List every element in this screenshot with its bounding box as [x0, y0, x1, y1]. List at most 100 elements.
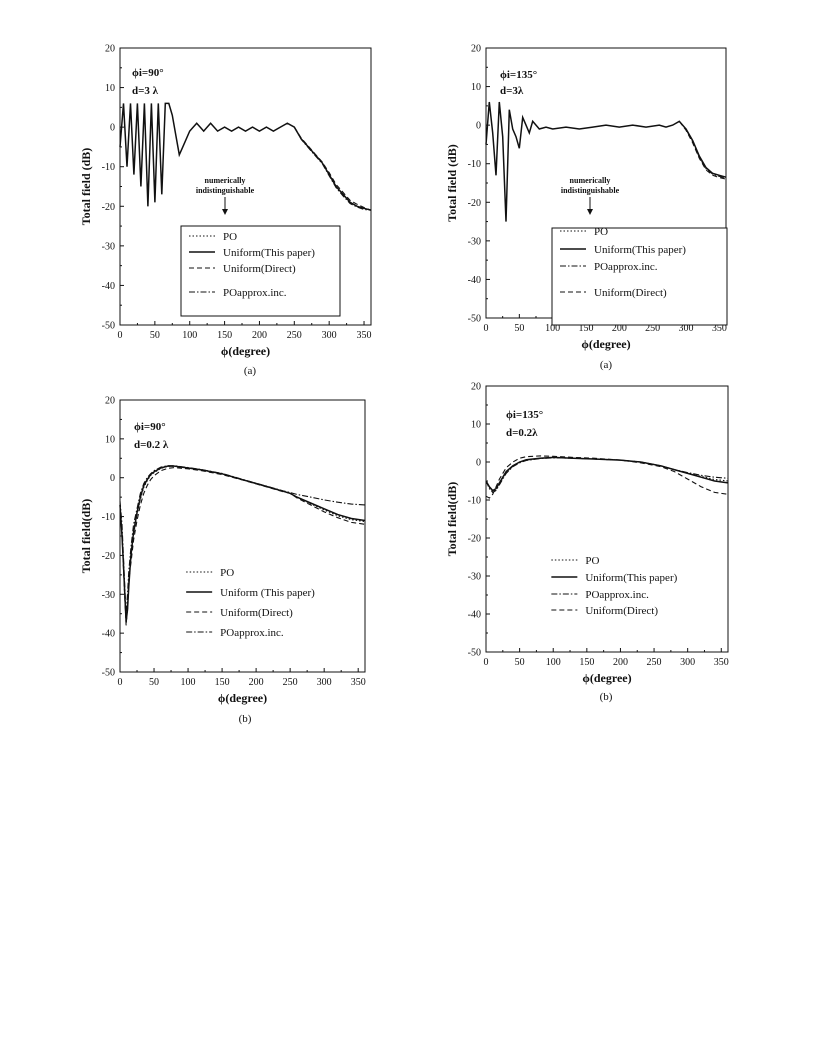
- x-tick-label: 300: [679, 323, 694, 334]
- x-tick-label: 250: [647, 657, 662, 668]
- series-line-dashdot: [293, 126, 372, 211]
- y-tick-label: -30: [468, 236, 481, 247]
- y-tick-label: 10: [471, 82, 481, 93]
- y-tick-label: 0: [110, 123, 115, 134]
- parameter-annotation: ϕi=90°: [132, 67, 164, 79]
- y-tick-label: 10: [471, 420, 481, 431]
- figure-caption: (b): [239, 713, 252, 725]
- y-axis-label: Total field (dB): [445, 144, 459, 222]
- x-tick-label: 350: [357, 330, 372, 341]
- x-tick-label: 0: [484, 323, 489, 334]
- y-tick-label: 20: [105, 44, 115, 55]
- x-tick-label: 150: [579, 323, 594, 334]
- legend-label: Uniform(Direct): [585, 605, 658, 617]
- chart-panel-a-right: 0 50 100 150 200 250 300 350 20 10 0 -10 -20 -30 -40 -5…: [440, 38, 740, 378]
- legend-label: Uniform(Direct): [220, 607, 293, 619]
- y-tick-label: -50: [468, 314, 481, 325]
- x-tick-label: 150: [579, 657, 594, 668]
- x-axis-label: ϕ(degree): [581, 337, 630, 351]
- x-axis-label: ϕ(degree): [218, 691, 267, 705]
- note-text: numerically: [570, 176, 611, 185]
- x-tick-label: 200: [613, 657, 628, 668]
- x-axis-label: ϕ(degree): [582, 671, 631, 685]
- note-text: indistinguishable: [196, 186, 255, 195]
- x-tick-label: 250: [645, 323, 660, 334]
- legend-label: Uniform(This paper): [223, 247, 315, 259]
- series-line-dashed: [485, 455, 729, 499]
- series-line-solid: [485, 456, 729, 492]
- x-tick-label: 200: [612, 323, 627, 334]
- y-tick-label: -10: [468, 159, 481, 170]
- y-axis-label: Total field(dB): [445, 482, 459, 557]
- y-tick-label: -40: [468, 610, 481, 621]
- parameter-annotation: ϕi=135°: [500, 69, 537, 81]
- parameter-annotation: d=0.2λ: [506, 427, 538, 439]
- x-tick-label: 50: [515, 657, 525, 668]
- series-line-solid: [485, 101, 727, 222]
- chart-svg: 0 50 100 150 200 250 300 35020100-10-20-30-40-5…: [79, 44, 372, 378]
- x-tick-label: 350: [351, 677, 366, 688]
- legend-label: PO: [223, 231, 237, 243]
- x-tick-label: 150: [217, 330, 232, 341]
- legend-label: POapprox.inc.: [585, 589, 649, 601]
- legend-box: [551, 227, 728, 326]
- y-tick-label: -40: [102, 281, 115, 292]
- y-tick-label: -10: [468, 496, 481, 507]
- y-tick-label: -20: [468, 198, 481, 209]
- y-tick-label: -40: [468, 275, 481, 286]
- x-tick-label: 250: [287, 330, 302, 341]
- y-tick-label: -50: [102, 668, 115, 679]
- y-tick-label: 10: [105, 83, 115, 94]
- x-tick-label: 100: [182, 330, 197, 341]
- y-tick-label: -50: [102, 321, 115, 332]
- series-line-dashdot: [119, 465, 366, 614]
- legend-label: PO: [220, 567, 234, 579]
- y-tick-label: 10: [105, 434, 115, 445]
- legend-label: Uniform(This paper): [585, 572, 677, 584]
- y-tick-label: -20: [102, 551, 115, 562]
- x-axis-label: ϕ(degree): [221, 344, 270, 358]
- y-tick-label: -30: [102, 590, 115, 601]
- legend-label: PO: [594, 226, 608, 238]
- parameter-annotation: ϕi=135°: [506, 409, 543, 421]
- series-line-dashed: [293, 126, 372, 211]
- y-tick-label: -30: [468, 572, 481, 583]
- series-line-dashdot: [678, 120, 727, 179]
- legend-label: Uniform (This paper): [220, 587, 315, 599]
- parameter-annotation: ϕi=90°: [134, 421, 166, 433]
- x-tick-label: 100: [546, 657, 561, 668]
- x-tick-label: 50: [150, 330, 160, 341]
- chart-panel-b-right: 0 50 100 150 200 250 300 350 20 10 0 -10 -20 -30 -40 -5…: [440, 378, 740, 708]
- x-tick-label: 50: [149, 677, 159, 688]
- parameter-annotation: d=0.2 λ: [134, 439, 169, 451]
- y-tick-label: -20: [102, 202, 115, 213]
- y-tick-label: 0: [476, 458, 481, 469]
- y-tick-label: -10: [102, 162, 115, 173]
- note-arrow-head: [222, 209, 228, 215]
- x-tick-label: 250: [283, 677, 298, 688]
- legend-label: POapprox.inc.: [223, 287, 287, 299]
- legend-label: Uniform(Direct): [223, 263, 296, 275]
- note-arrow-head: [587, 209, 593, 215]
- x-tick-label: 0: [118, 677, 123, 688]
- x-tick-label: 350: [712, 323, 727, 334]
- parameter-annotation: d=3 λ: [132, 85, 159, 97]
- y-axis-label: Total field(dB): [79, 499, 93, 574]
- x-tick-label: 0: [118, 330, 123, 341]
- legend-label: PO: [585, 555, 599, 567]
- legend-label: Uniform(Direct): [594, 287, 667, 299]
- y-tick-label: 0: [476, 121, 481, 132]
- y-tick-label: 20: [471, 382, 481, 393]
- legend-box: [180, 225, 341, 317]
- x-tick-label: 200: [249, 677, 264, 688]
- series-line-dotted: [119, 465, 366, 624]
- series-line-dashed: [678, 120, 727, 180]
- note-text: indistinguishable: [561, 186, 620, 195]
- y-tick-label: -40: [102, 629, 115, 640]
- y-axis-label: Total field (dB): [79, 148, 93, 226]
- x-tick-label: 300: [680, 657, 695, 668]
- note-text: numerically: [205, 176, 246, 185]
- figure-caption: (a): [244, 365, 257, 377]
- chart-svg: 0 50 100 150 200 250 300 35020100-10-20-30-40-5…: [445, 44, 728, 371]
- x-tick-label: 300: [322, 330, 337, 341]
